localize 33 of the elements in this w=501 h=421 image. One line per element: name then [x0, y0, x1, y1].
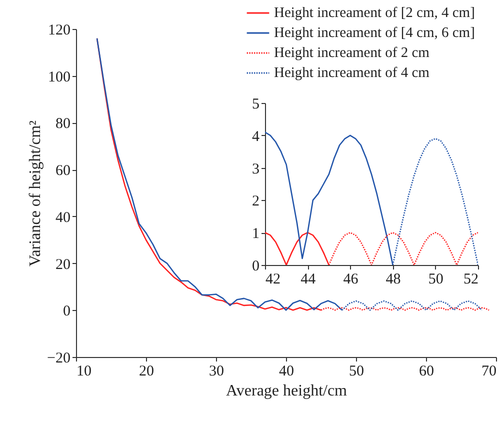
x-tick-label: 48: [386, 272, 401, 288]
y-tick-label: 2: [252, 194, 260, 210]
y-tick-label: 60: [56, 163, 70, 180]
x-tick-label: 42: [266, 272, 280, 288]
y-tick-label: −20: [47, 350, 70, 366]
y-tick-label: 0: [252, 258, 260, 274]
y-tick-label: 1: [252, 226, 260, 242]
x-tick-label: 50: [428, 272, 444, 288]
y-tick-label: 80: [56, 116, 70, 132]
y-tick-label: 20: [56, 256, 70, 273]
y-tick-label: 40: [56, 210, 70, 226]
x-tick-label: 10: [76, 364, 92, 380]
x-tick-label: 44: [300, 272, 316, 288]
y-tick-label: 120: [48, 22, 70, 38]
y-tick-label: 5: [252, 96, 260, 112]
x-tick-label: 50: [349, 364, 364, 380]
legend-label: Height increament of 4 cm: [274, 65, 430, 81]
y-tick-label: 4: [252, 128, 260, 145]
y-tick-label: 0: [63, 304, 70, 320]
y-tick-label: 100: [48, 69, 70, 86]
x-tick-label: 52: [464, 272, 478, 288]
y-tick-label: 3: [252, 161, 260, 178]
x-tick-label: 70: [482, 364, 496, 380]
legend-label: Height increament of [4 cm, 6 cm]: [274, 25, 475, 41]
x-tick-label: 20: [139, 364, 154, 380]
y-axis-title: Variance of height/cm²: [27, 120, 44, 267]
legend-label: Height increament of 2 cm: [274, 45, 430, 61]
x-tick-label: 60: [419, 364, 434, 380]
legend-label: Height increament of [2 cm, 4 cm]: [274, 5, 475, 21]
x-tick-label: 46: [343, 272, 359, 288]
x-axis-title: Average height/cm: [226, 382, 348, 400]
x-tick-label: 40: [279, 364, 294, 380]
x-tick-label: 30: [209, 364, 224, 380]
